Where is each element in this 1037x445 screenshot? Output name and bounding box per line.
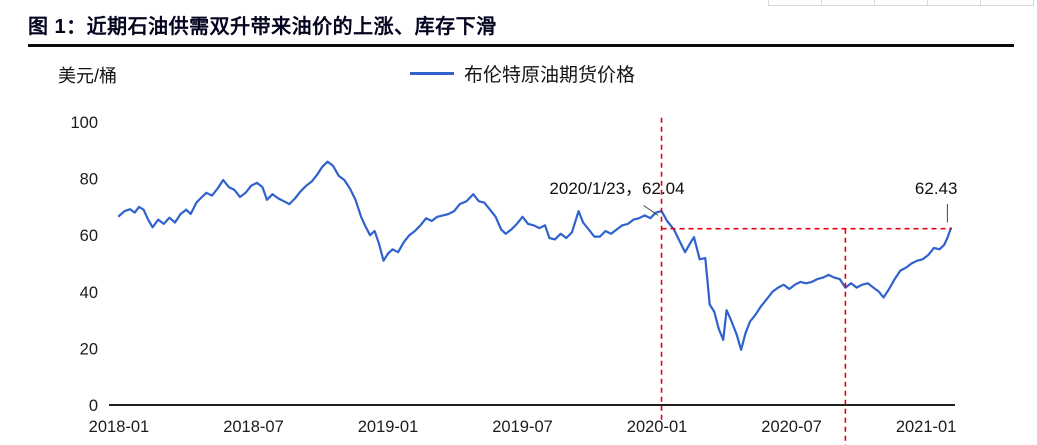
- annotation-text-1: 2020/1/23，62.04: [549, 179, 684, 198]
- y-tick-labels: 0 20 40 60 80 100: [70, 114, 98, 415]
- y-tick-label: 20: [80, 340, 98, 358]
- x-tick-label: 2020-01: [627, 418, 688, 436]
- table-cell-divider: [1033, 0, 1034, 5]
- price-line: [117, 160, 952, 351]
- legend-line-swatch: [410, 71, 454, 75]
- x-tick-label: 2020-07: [761, 418, 822, 436]
- chart-legend: 布伦特原油期货价格: [410, 60, 635, 86]
- y-tick-label: 80: [80, 171, 98, 189]
- legend-label: 布伦特原油期货价格: [464, 64, 636, 86]
- x-tick-label: 2021-01: [896, 418, 957, 436]
- x-tick-label: 2019-01: [358, 418, 419, 436]
- x-tick-labels: 2018-01 2018-07 2019-01 2019-07 2020-01 2020-…: [89, 418, 957, 436]
- y-tick-label: 100: [70, 114, 98, 132]
- x-tick-label: 2018-01: [89, 418, 150, 436]
- table-cell-divider: [980, 0, 981, 5]
- table-cell-divider: [927, 0, 928, 5]
- table-cell-divider: [874, 0, 875, 5]
- title-divider-rule: [28, 44, 1014, 47]
- y-tick-label: 40: [80, 284, 98, 302]
- annotation-text-2: 62.43: [915, 179, 958, 198]
- y-tick-label: 60: [80, 227, 98, 245]
- table-cell-divider: [821, 0, 822, 5]
- cropped-table-edge: [768, 0, 1034, 6]
- figure-title: 图 1：近期石油供需双升带来油价的上涨、库存下滑: [28, 16, 497, 38]
- table-cell-divider: [768, 0, 769, 5]
- y-axis-unit-label: 美元/桶: [58, 66, 118, 86]
- x-tick-label: 2018-07: [223, 418, 284, 436]
- x-tick-label: 2019-07: [492, 418, 553, 436]
- annotation-leader-1: [643, 205, 659, 216]
- y-tick-label: 0: [89, 397, 98, 415]
